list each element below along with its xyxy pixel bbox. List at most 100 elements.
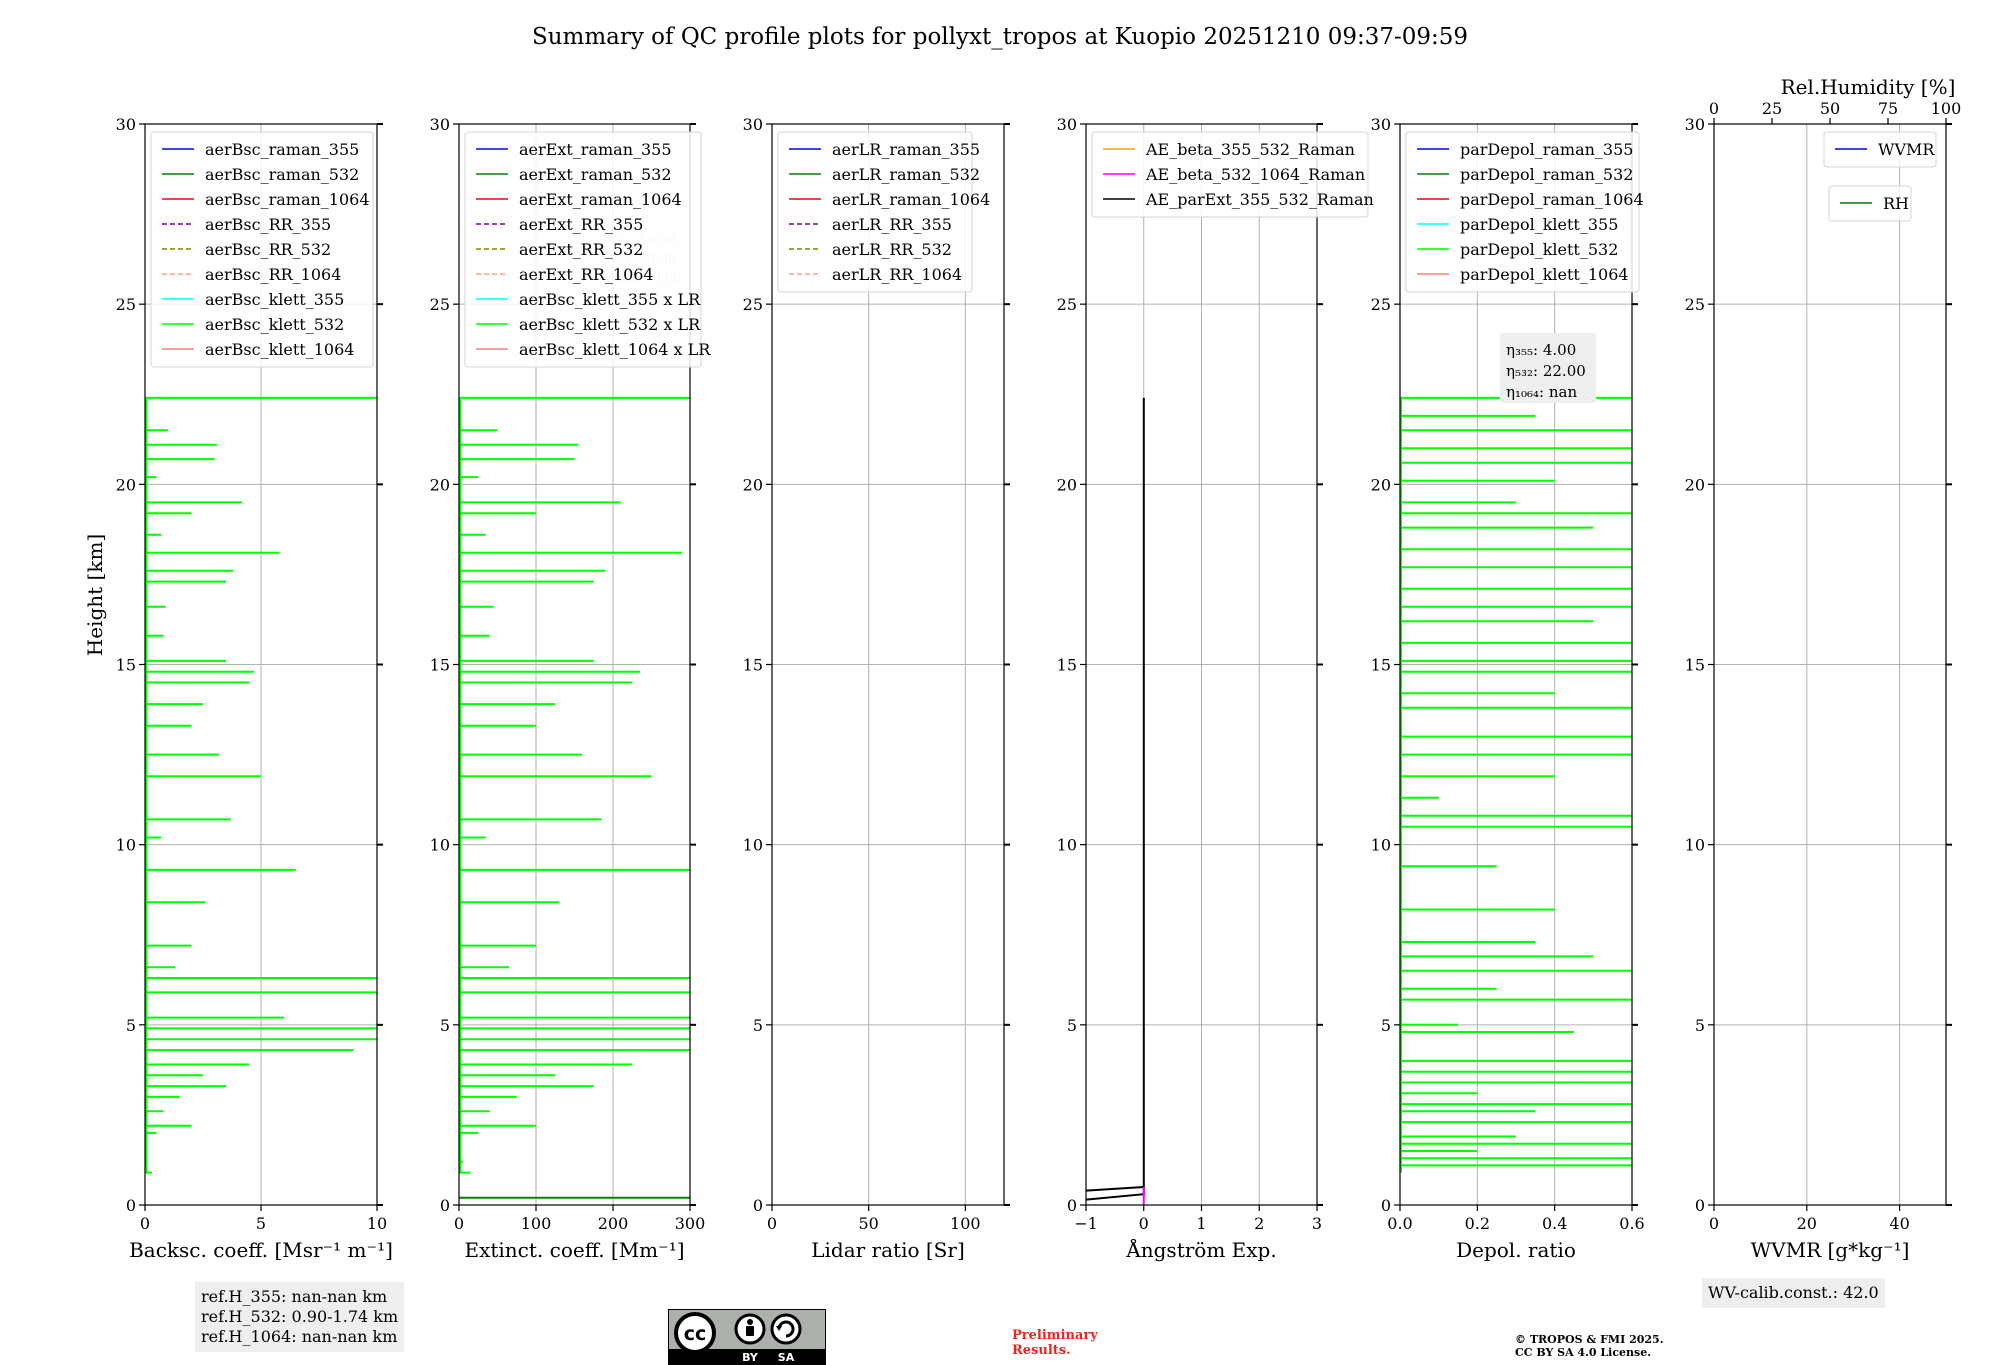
x-tick-label: 2: [1254, 1214, 1264, 1233]
x-tick-label: −1: [1074, 1214, 1098, 1233]
legend-label: aerBsc_klett_355 x LR: [519, 290, 701, 309]
top-axis-label: Rel.Humidity [%]: [1781, 75, 1956, 99]
legend-label: aerExt_RR_532: [519, 240, 643, 259]
legend-label: aerBsc_raman_355: [205, 140, 359, 159]
copyright-line-2: CC BY SA 4.0 License.: [1515, 1346, 1652, 1359]
legend-box: [1405, 131, 1640, 293]
legend-box: [1091, 131, 1369, 218]
cc-sa-label: SA: [778, 1351, 795, 1364]
legend-label: aerLR_raman_1064: [832, 190, 990, 209]
panel-3: 0 5 10 15 20 25 30 0 50 100 Lidar ratio [Sr] aerLR_…: [743, 115, 1010, 1262]
wv-calib-box: WV-calib.const.: 42.0: [1702, 1278, 1885, 1308]
wv-calib-value: WV-calib.const.: 42.0: [1708, 1283, 1879, 1302]
y-tick-label: 0: [753, 1196, 763, 1215]
ref-height-355: ref.H_355: nan-nan km: [201, 1287, 388, 1306]
preliminary-line-1: Preliminary: [1012, 1328, 1098, 1343]
legend-label: aerBsc_raman_532: [205, 165, 359, 184]
x-tick-label: 300: [675, 1214, 706, 1233]
legend-label: aerLR_RR_355: [832, 215, 952, 234]
y-tick-label: 25: [430, 295, 450, 314]
top-x-tick-label: 100: [1931, 99, 1962, 118]
x-tick-label: 5: [256, 1214, 266, 1233]
legend-label: aerExt_raman_1064: [519, 190, 682, 209]
series-line-aerBsc_klett_532: [145, 396, 377, 1174]
y-tick-label: 5: [126, 1016, 136, 1035]
legend-label: parDepol_klett_532: [1460, 240, 1618, 259]
top-x-tick-label: 25: [1762, 99, 1782, 118]
x-tick-label: 200: [598, 1214, 629, 1233]
preliminary-line-2: Results.: [1012, 1343, 1071, 1358]
preliminary-results-note: Preliminary Results.: [1012, 1328, 1098, 1358]
y-tick-label: 15: [430, 656, 450, 675]
x-axis-label: WVMR [g*kg⁻¹]: [1751, 1238, 1910, 1262]
x-tick-label: 10: [367, 1214, 387, 1233]
y-tick-label: 30: [116, 115, 136, 134]
y-tick-label: 10: [1371, 836, 1391, 855]
y-tick-label: 0: [1695, 1196, 1705, 1215]
legend-label: parDepol_klett_355: [1460, 215, 1618, 234]
y-tick-label: 25: [116, 295, 136, 314]
y-tick-label: 20: [1057, 475, 1077, 494]
y-tick-label: 10: [1057, 836, 1077, 855]
x-tick-label: 0.2: [1465, 1214, 1490, 1233]
legend-label: aerExt_raman_355: [519, 140, 672, 159]
x-tick-label: 20: [1797, 1214, 1817, 1233]
y-tick-label: 10: [116, 836, 136, 855]
y-tick-label: 25: [1057, 295, 1077, 314]
x-tick-label: 0: [140, 1214, 150, 1233]
y-tick-label: 30: [430, 115, 450, 134]
y-tick-label: 15: [1371, 656, 1391, 675]
legend-label: aerBsc_raman_1064: [205, 190, 370, 209]
y-tick-label: 5: [1695, 1016, 1705, 1035]
legend-label: parDepol_raman_1064: [1460, 190, 1644, 209]
svg-text:cc: cc: [684, 1323, 707, 1345]
eta-label: η₅₃₂: 22.00: [1506, 362, 1586, 380]
panel-5: 0 5 10 15 20 25 30 0.0 0.2 0.4 0.6 Depol. ratio parD…: [1371, 115, 1645, 1262]
ref-height-1064: ref.H_1064: nan-nan km: [201, 1327, 398, 1346]
panel-1: 0 5 10 15 20 25 30 0 5 10 Backsc. coeff. [Msr⁻¹ m⁻…: [116, 115, 393, 1262]
y-tick-label: 20: [1371, 475, 1391, 494]
x-axis-label: Extinct. coeff. [Mm⁻¹]: [464, 1238, 684, 1262]
legend-label: aerBsc_klett_1064 x LR: [519, 340, 711, 359]
x-tick-label: 0.6: [1619, 1214, 1644, 1233]
series-line-parDepol_klett_532: [1400, 396, 1632, 1167]
y-tick-label: 15: [1685, 656, 1705, 675]
eta-label: η₁₀₆₄: nan: [1506, 383, 1577, 401]
y-tick-label: 5: [1067, 1016, 1077, 1035]
x-tick-label: 40: [1889, 1214, 1909, 1233]
legend-label: aerBsc_RR_355: [205, 215, 331, 234]
legend-label: aerExt_RR_1064: [519, 265, 654, 284]
y-tick-label: 0: [1381, 1196, 1391, 1215]
legend-label: AE_beta_532_1064_Raman: [1145, 165, 1365, 184]
legend-label: aerExt_raman_532: [519, 165, 672, 184]
cc-by-label: BY: [742, 1351, 759, 1364]
y-tick-label: 5: [753, 1016, 763, 1035]
legend-label: aerLR_RR_1064: [832, 265, 962, 284]
y-tick-label: 0: [440, 1196, 450, 1215]
legend-label: parDepol_raman_355: [1460, 140, 1633, 159]
legend-box: [150, 131, 374, 368]
legend-label: aerBsc_RR_1064: [205, 265, 341, 284]
y-tick-label: 0: [126, 1196, 136, 1215]
legend-label: aerBsc_klett_532 x LR: [519, 315, 701, 334]
x-tick-label: 0: [454, 1214, 464, 1233]
y-tick-label: 20: [116, 475, 136, 494]
eta-label: η₃₅₅: 4.00: [1506, 341, 1576, 359]
cc-license-badge: cc BY SA: [668, 1309, 826, 1365]
top-x-tick-label: 0: [1709, 99, 1719, 118]
legend-label: parDepol_klett_1064: [1460, 265, 1629, 284]
y-tick-label: 15: [116, 656, 136, 675]
cc-icon: [674, 1312, 716, 1354]
legend-label: aerBsc_RR_532: [205, 240, 331, 259]
legend-label: parDepol_raman_532: [1460, 165, 1633, 184]
x-tick-label: 100: [950, 1214, 981, 1233]
top-x-tick-label: 75: [1878, 99, 1898, 118]
x-tick-label: 0: [1139, 1214, 1149, 1233]
copyright-line-1: © TROPOS & FMI 2025.: [1515, 1333, 1664, 1346]
x-tick-label: 3: [1312, 1214, 1322, 1233]
series-line-AE_parExt_355_532_Raman: [1085, 397, 1145, 1201]
y-tick-label: 20: [430, 475, 450, 494]
